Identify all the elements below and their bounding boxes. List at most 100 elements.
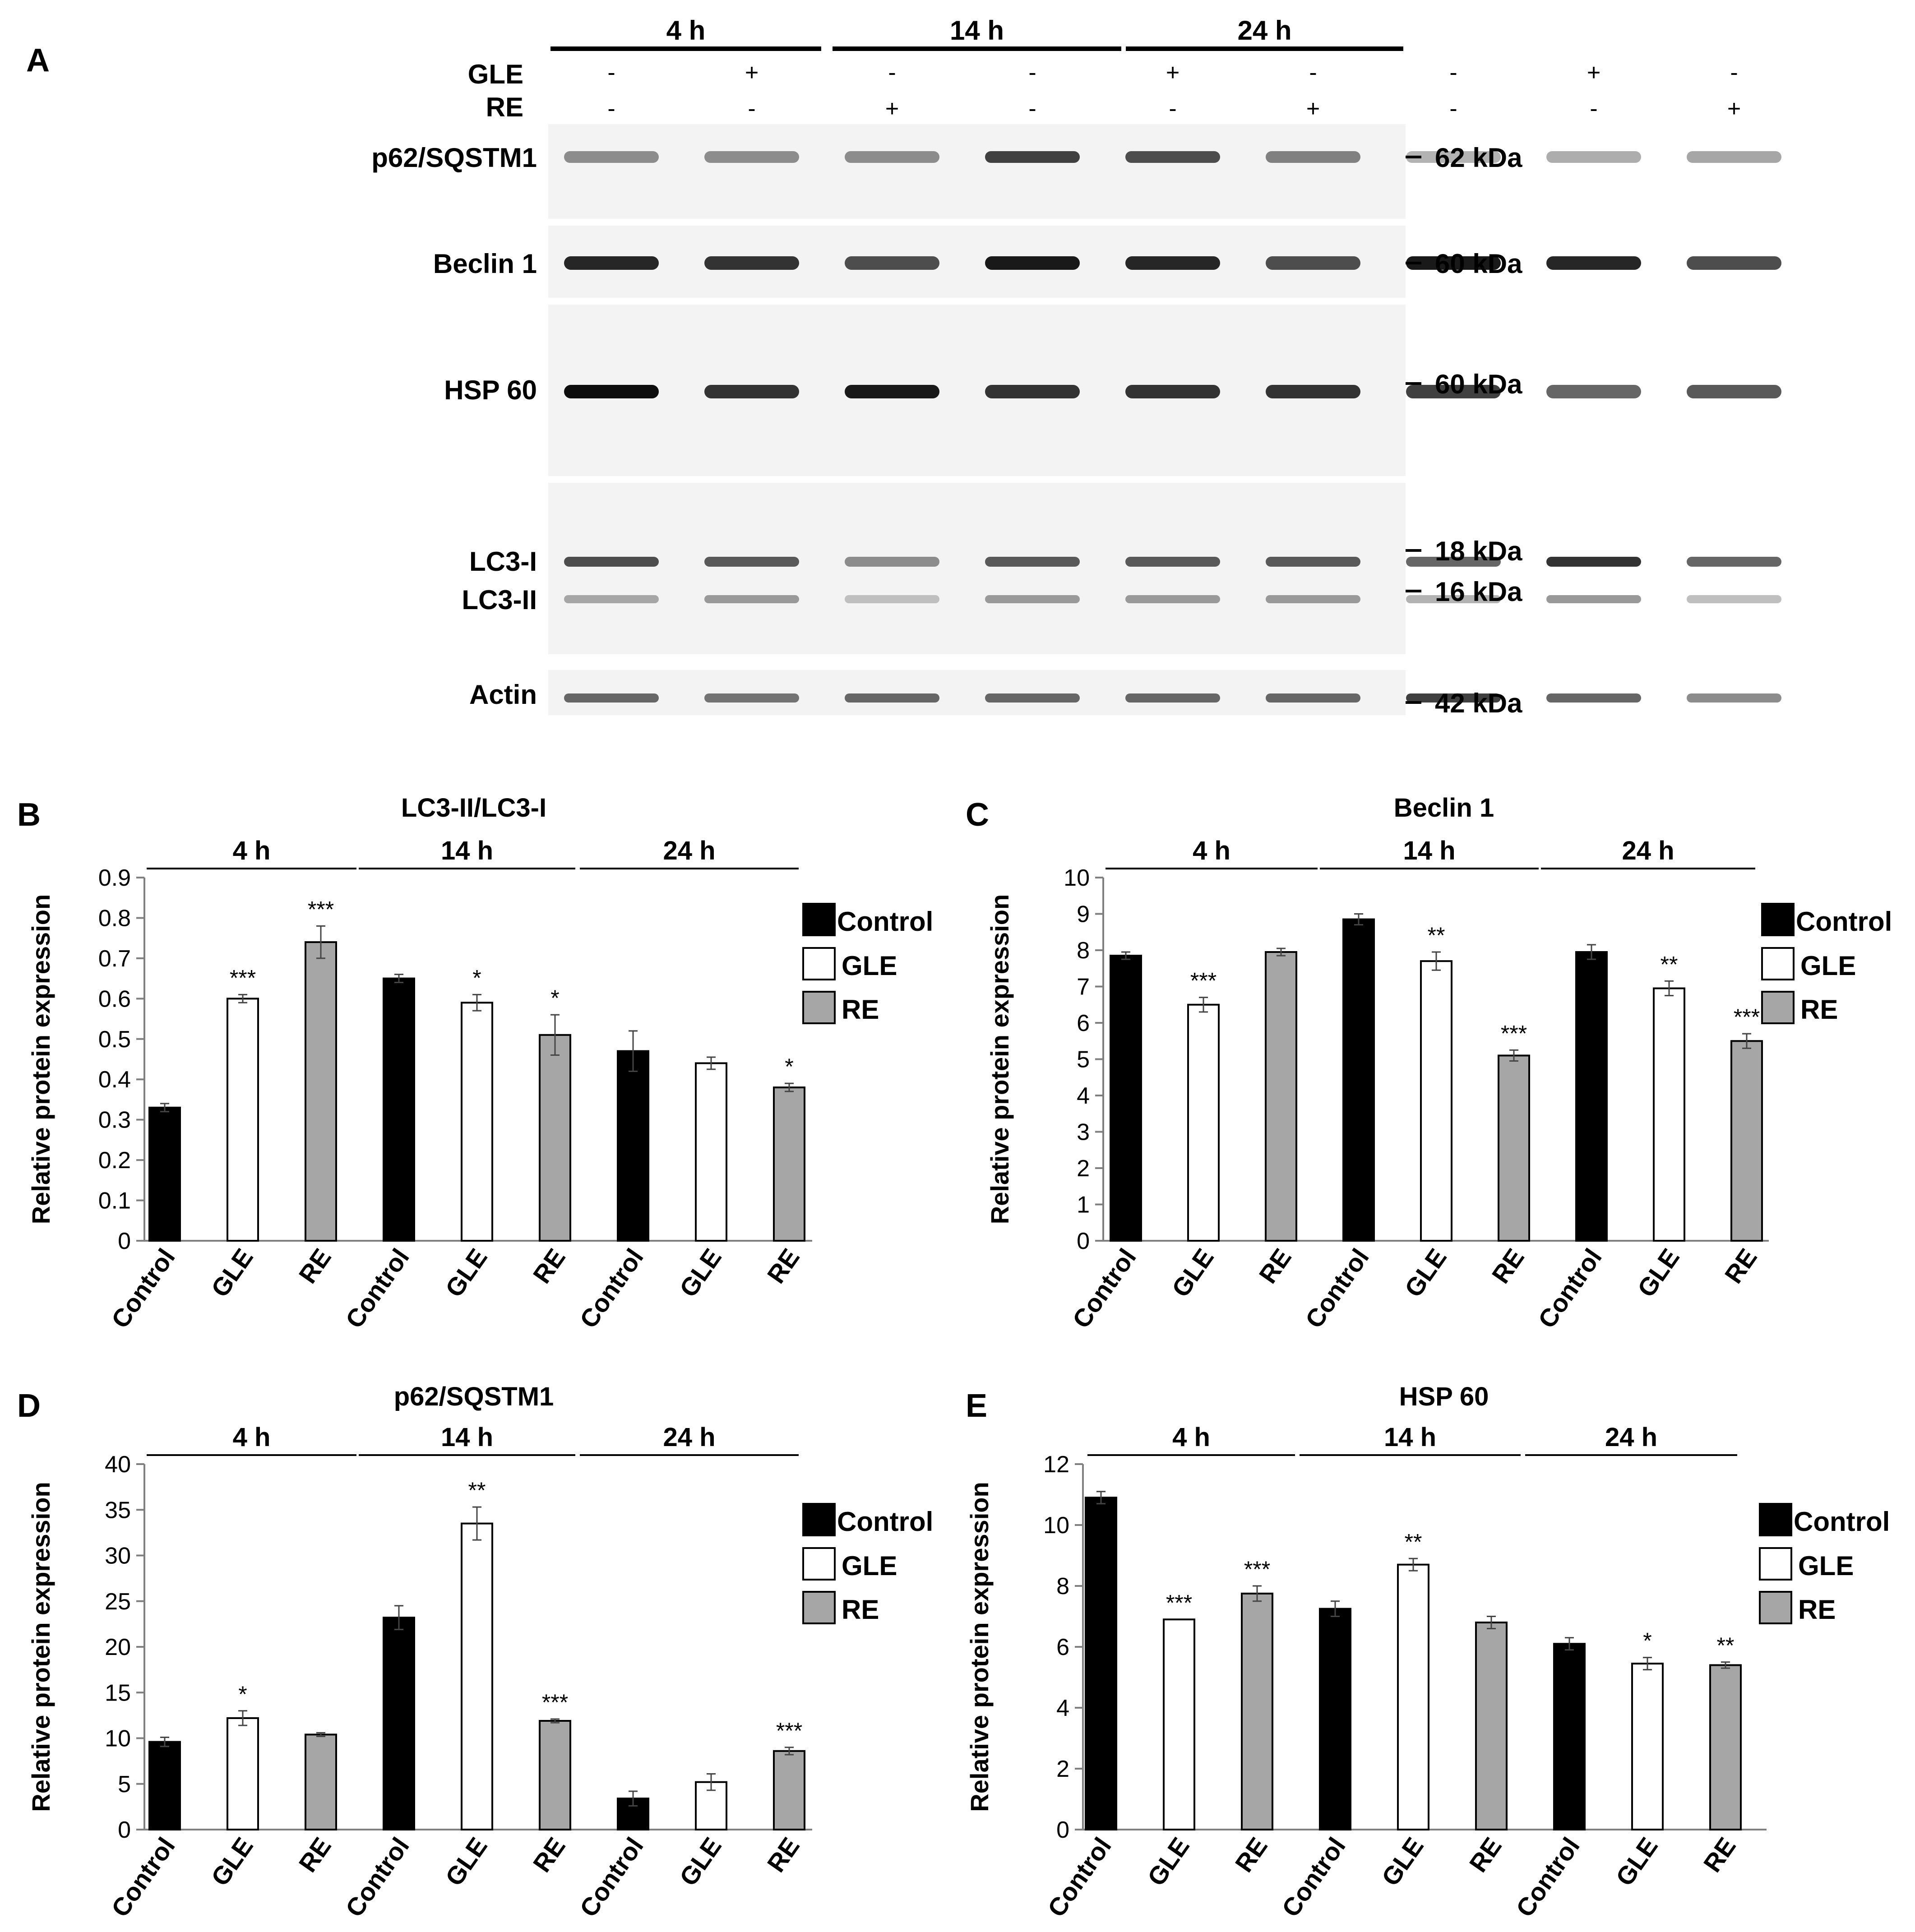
blot-time-label: 4 h [666,15,706,46]
significance-label: * [238,1682,247,1707]
bar-re [1730,1040,1763,1242]
blot-gle-sign: - [607,60,615,86]
band-hsp60 [1406,385,1501,398]
x-tick-label: RE [762,1832,805,1877]
bar-re [773,1750,805,1831]
band-lc3-ii [1125,595,1220,603]
bar-control [148,1741,181,1831]
panel-letter: C [966,797,989,833]
legend-swatch [1761,903,1795,936]
bar-control [1085,1497,1117,1830]
legend-swatch [802,903,836,936]
legend-label: RE [1798,1595,1836,1625]
y-tick-label: 4 [1077,1083,1090,1109]
blot-gle-sign: - [1730,60,1738,86]
significance-label: * [550,985,559,1011]
band-actin [704,693,799,703]
chart-panel-b: B LC3-II/LC3-I 4 h 14 h 24 h 0 0.1 0.2 0.3 0.4 0.5… [17,793,933,1333]
y-tick-label: 0 [1056,1817,1069,1843]
legend-label: Control [1796,906,1892,937]
significance-label: *** [1734,1004,1760,1030]
legend-swatch [1759,1503,1792,1536]
legend-label: GLE [1800,951,1856,981]
blot-re-sign: - [1169,96,1176,122]
bar-control [383,977,415,1242]
band-lc3-i [1406,557,1501,567]
band-hsp60 [1266,385,1360,398]
band-lc3-i [1125,557,1220,567]
y-tick-label: 0.3 [98,1107,131,1133]
protein-label-beclin1: Beclin 1 [433,249,537,279]
legend-label: Control [1794,1507,1890,1537]
legend-label: GLE [842,951,897,981]
x-tick-label: RE [1486,1243,1530,1289]
bar-re [1241,1592,1273,1830]
marker-label: 18 kDa [1435,536,1522,566]
band-p62 [1687,151,1781,163]
significance-label: *** [308,897,334,922]
bar-re [1475,1622,1508,1830]
marker-label: 42 kDa [1435,688,1522,718]
band-beclin1 [1125,256,1220,270]
band-p62 [1406,151,1501,163]
y-tick-label: 25 [105,1589,131,1615]
y-tick-label: 0 [1077,1228,1090,1254]
protein-label-lc3-i: LC3-I [469,546,537,577]
band-actin [1687,693,1781,703]
band-lc3-ii [1406,595,1501,603]
blot-re-sign: - [1590,96,1597,122]
protein-label-actin: Actin [469,679,537,710]
x-tick-label: Control [340,1832,415,1922]
band-actin [1406,693,1501,703]
chart-title: HSP 60 [1399,1382,1489,1411]
blot-gle-sign: + [1166,60,1180,86]
band-lc3-ii [704,595,799,603]
group-label: 4 h [233,836,271,865]
y-tick-label: 35 [105,1497,131,1523]
blot-re-sign: - [748,96,755,122]
y-tick-label: 20 [105,1634,131,1660]
marker-label: 60 kDa [1435,249,1522,279]
y-tick-label: 8 [1077,938,1090,964]
y-tick-label: 10 [1064,865,1090,891]
band-hsp60 [1125,385,1220,398]
significance-label: *** [1190,968,1217,994]
y-tick-label: 5 [118,1771,131,1798]
band-hsp60 [845,385,939,398]
y-tick-label: 9 [1077,901,1090,928]
group-label: 14 h [441,1423,493,1452]
bar-control [1110,955,1142,1242]
group-label: 24 h [663,836,715,865]
blot-re-sign: - [607,96,615,122]
panel-letter: D [17,1388,41,1424]
group-label: 14 h [1384,1423,1436,1452]
x-tick-label: Control [340,1243,415,1333]
significance-label: ** [1661,952,1678,977]
blot-membrane [548,226,1406,298]
bar-control [617,1050,649,1242]
x-tick-label: Control [1532,1243,1607,1333]
chart-title: LC3-II/LC3-I [401,793,546,823]
blot-gle-sign: + [745,60,759,86]
y-tick-label: 15 [105,1680,131,1706]
chart-panel-c: C Beclin 1 4 h 14 h 24 h 0 1 2 3 4 5 6 7 8 9 10 Relative… [966,793,1892,1333]
blot-gle-label: GLE [468,59,523,89]
legend-swatch [802,991,836,1024]
blot-time-label: 24 h [1237,15,1291,46]
x-tick-label: Control [1042,1832,1117,1922]
band-hsp60 [704,385,799,398]
legend-label: GLE [842,1551,897,1581]
y-tick-label: 3 [1077,1119,1090,1146]
blot-re-sign: + [885,96,899,122]
bar-control [1342,918,1375,1242]
bar-re [773,1086,805,1242]
chart-title: p62/SQSTM1 [394,1382,554,1411]
group-label: 4 h [1172,1423,1210,1452]
x-tick-label: GLE [1399,1243,1452,1302]
x-tick-label: GLE [1142,1832,1195,1891]
bar-re [305,1733,337,1830]
x-tick-label: RE [1719,1243,1762,1289]
y-tick-label: 0 [118,1817,131,1843]
legend-label: RE [842,1595,879,1625]
